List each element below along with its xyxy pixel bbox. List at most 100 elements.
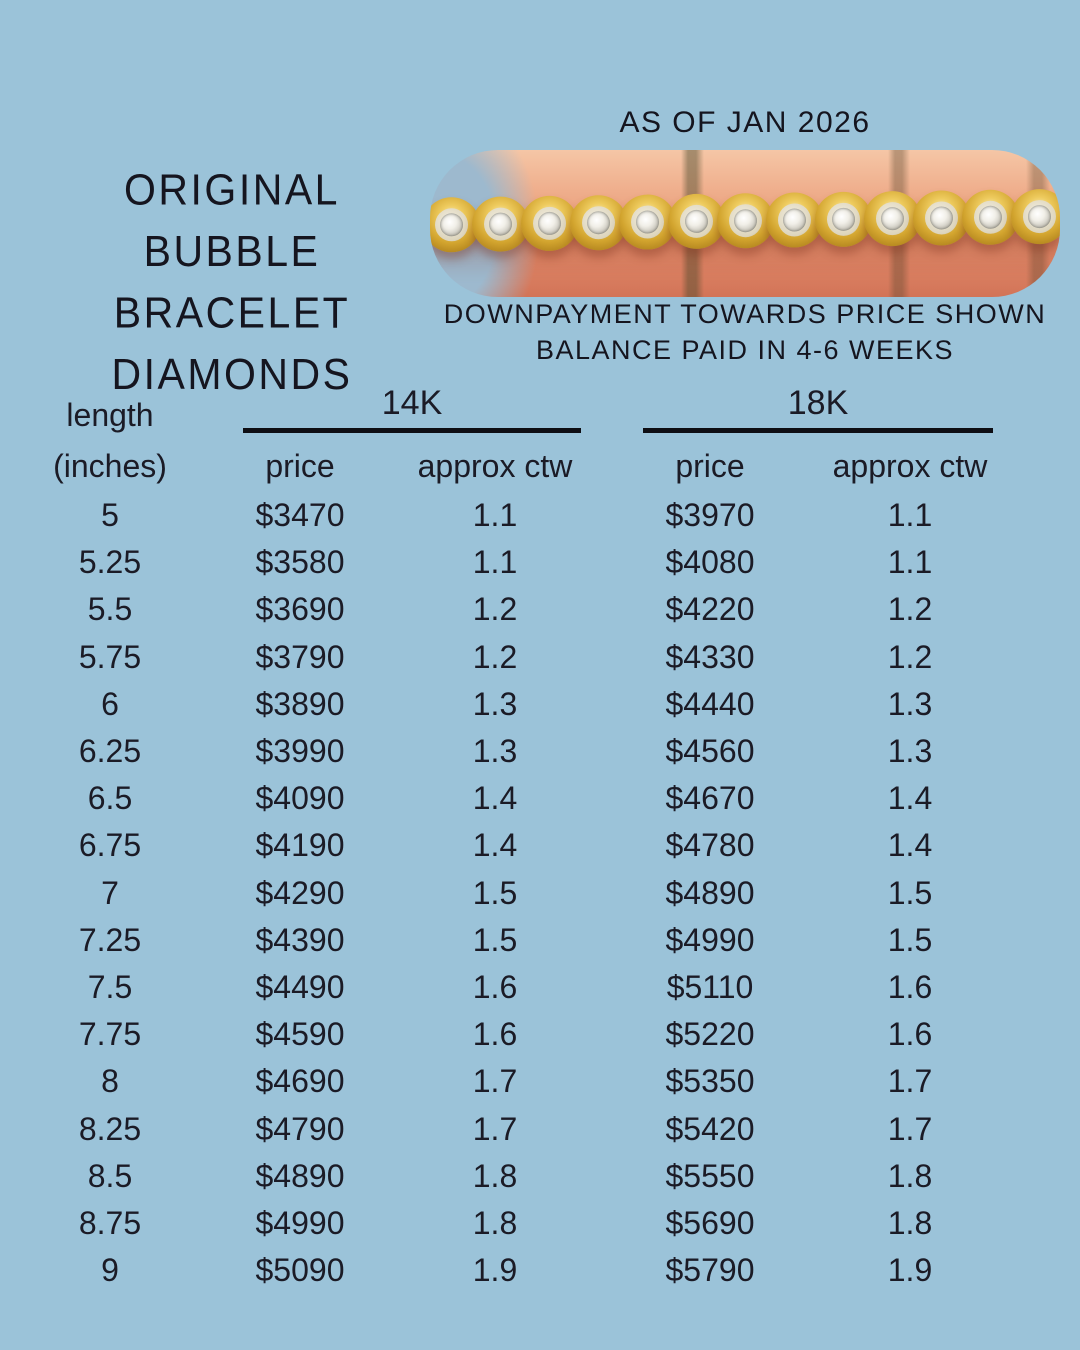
cell-k14-price: $4790 — [255, 1110, 345, 1147]
cell-length: 7.25 — [78, 921, 142, 958]
cell-k14-ctw: 1.2 — [472, 591, 518, 628]
cell-k14-ctw: 1.3 — [472, 733, 518, 770]
table-rows: 5 $3470 1.1 $3970 1.1 5.25 $3580 1.1 $4080 1.1 5.5… — [0, 492, 1080, 1294]
cell-k14-ctw: 1.7 — [472, 1063, 518, 1100]
cell-k18-ctw: 1.6 — [887, 968, 933, 1005]
cell-length: 7 — [101, 874, 119, 911]
cell-length: 5.5 — [87, 591, 133, 628]
diamond-stone — [929, 205, 953, 230]
diamond-stone — [586, 210, 610, 234]
cell-k14-price: $4690 — [255, 1063, 345, 1100]
cell-k14-price: $3790 — [255, 638, 345, 675]
cell-k18-price: $3970 — [665, 497, 755, 534]
diamond-bezel — [728, 203, 762, 237]
diamond-stone — [733, 208, 757, 232]
table-row: 8.25 $4790 1.7 $5420 1.7 — [0, 1105, 1080, 1152]
cell-length: 5.25 — [78, 544, 142, 581]
cell-k18-ctw: 1.7 — [887, 1063, 933, 1100]
cell-k18-ctw: 1.4 — [887, 827, 933, 864]
payment-note: DOWNPAYMENT TOWARDS PRICE SHOWN BALANCE … — [395, 296, 1080, 368]
title-line-3: DIAMONDS — [111, 349, 353, 399]
cell-k14-ctw: 1.5 — [472, 874, 518, 911]
cell-k18-ctw: 1.3 — [887, 685, 933, 722]
cell-k14-price: $4590 — [255, 1016, 345, 1053]
page-title: ORIGINAL BUBBLE BRACELET DIAMONDS — [38, 159, 426, 405]
diamond-stone — [439, 212, 463, 236]
cell-k14-ctw: 1.3 — [472, 685, 518, 722]
cell-k18-price: $5790 — [665, 1252, 755, 1289]
cell-length: 8.5 — [87, 1157, 133, 1194]
cell-k18-price: $4440 — [665, 685, 755, 722]
cell-k14-ctw: 1.8 — [472, 1204, 518, 1241]
cell-k14-ctw: 1.9 — [472, 1252, 518, 1289]
cell-k14-ctw: 1.4 — [472, 827, 518, 864]
table-row: 6.5 $4090 1.4 $4670 1.4 — [0, 775, 1080, 822]
cell-k18-ctw: 1.7 — [887, 1110, 933, 1147]
cell-k18-price: $4220 — [665, 591, 755, 628]
cell-k14-price: $3890 — [255, 685, 345, 722]
cell-k18-ctw: 1.8 — [887, 1204, 933, 1241]
cell-length: 6 — [101, 685, 119, 722]
cell-k18-price: $4890 — [665, 874, 755, 911]
table-row: 7.5 $4490 1.6 $5110 1.6 — [0, 964, 1080, 1011]
diamond-bezel — [777, 202, 811, 237]
cell-k14-ctw: 1.1 — [472, 544, 518, 581]
table-subheader-row: (inches) price approx ctw price approx c… — [0, 433, 1080, 487]
cell-k18-ctw: 1.6 — [887, 1016, 933, 1053]
cell-length: 6.25 — [78, 733, 142, 770]
diamond-bezel — [1022, 199, 1056, 233]
cell-k14-ctw: 1.6 — [472, 968, 518, 1005]
cell-k14-ctw: 1.4 — [472, 780, 518, 817]
cell-length: 9 — [101, 1252, 119, 1289]
cell-k14-price: $4190 — [255, 827, 345, 864]
diamond-bezel — [483, 206, 517, 241]
diamond-bezel — [924, 200, 958, 235]
table-row: 5.25 $3580 1.1 $4080 1.1 — [0, 539, 1080, 586]
gold-bubble — [1010, 188, 1060, 244]
cell-length: 6.5 — [87, 780, 133, 817]
diamond-bezel — [679, 204, 713, 238]
cell-k18-ctw: 1.9 — [887, 1252, 933, 1289]
cell-k14-price: $3990 — [255, 733, 345, 770]
price-header-14k: price — [265, 447, 335, 484]
cell-k14-price: $4390 — [255, 921, 345, 958]
cell-length: 5 — [101, 497, 119, 534]
cell-k14-ctw: 1.8 — [472, 1157, 518, 1194]
cell-length: 5.75 — [78, 638, 142, 675]
cell-k18-price: $5550 — [665, 1157, 755, 1194]
title-line-2: BRACELET — [113, 288, 351, 338]
cell-length: 7.75 — [78, 1016, 142, 1053]
bracelet-photo — [430, 150, 1060, 297]
cell-k14-price: $4890 — [255, 1157, 345, 1194]
cell-k18-price: $4670 — [665, 780, 755, 817]
table-row: 6.25 $3990 1.3 $4560 1.3 — [0, 728, 1080, 775]
diamond-stone — [1027, 204, 1051, 228]
diamond-stone — [978, 205, 1002, 229]
group-header-14k: 14K — [243, 383, 581, 433]
table-row: 8 $4690 1.7 $5350 1.7 — [0, 1058, 1080, 1105]
diamond-bezel — [875, 201, 909, 235]
diamond-bezel — [973, 200, 1007, 234]
diamond-stone — [880, 206, 904, 230]
diamond-stone — [684, 209, 708, 233]
cell-k18-ctw: 1.1 — [887, 544, 933, 581]
table-row: 5.75 $3790 1.2 $4330 1.2 — [0, 634, 1080, 681]
diamond-bezel — [581, 205, 615, 239]
cell-k14-price: $3690 — [255, 591, 345, 628]
as-of-date: AS OF JAN 2026 — [619, 106, 871, 139]
cell-k14-ctw: 1.5 — [472, 921, 518, 958]
diamond-stone — [635, 209, 659, 234]
inches-header: (inches) — [53, 447, 167, 484]
price-table: length 14K 18K (inches) price approx ctw… — [0, 383, 1080, 1294]
cell-k14-ctw: 1.6 — [472, 1016, 518, 1053]
cell-k18-price: $5690 — [665, 1204, 755, 1241]
table-group-header-row: length 14K 18K — [0, 383, 1080, 433]
cell-k14-ctw: 1.1 — [472, 497, 518, 534]
table-row: 5 $3470 1.1 $3970 1.1 — [0, 492, 1080, 539]
cell-k18-ctw: 1.5 — [887, 921, 933, 958]
diamond-bezel — [630, 204, 664, 239]
length-header: length — [66, 397, 154, 433]
cell-k18-price: $4560 — [665, 733, 755, 770]
payment-note-line-2: BALANCE PAID IN 4-6 WEEKS — [535, 335, 955, 365]
cell-k14-price: $4290 — [255, 874, 345, 911]
